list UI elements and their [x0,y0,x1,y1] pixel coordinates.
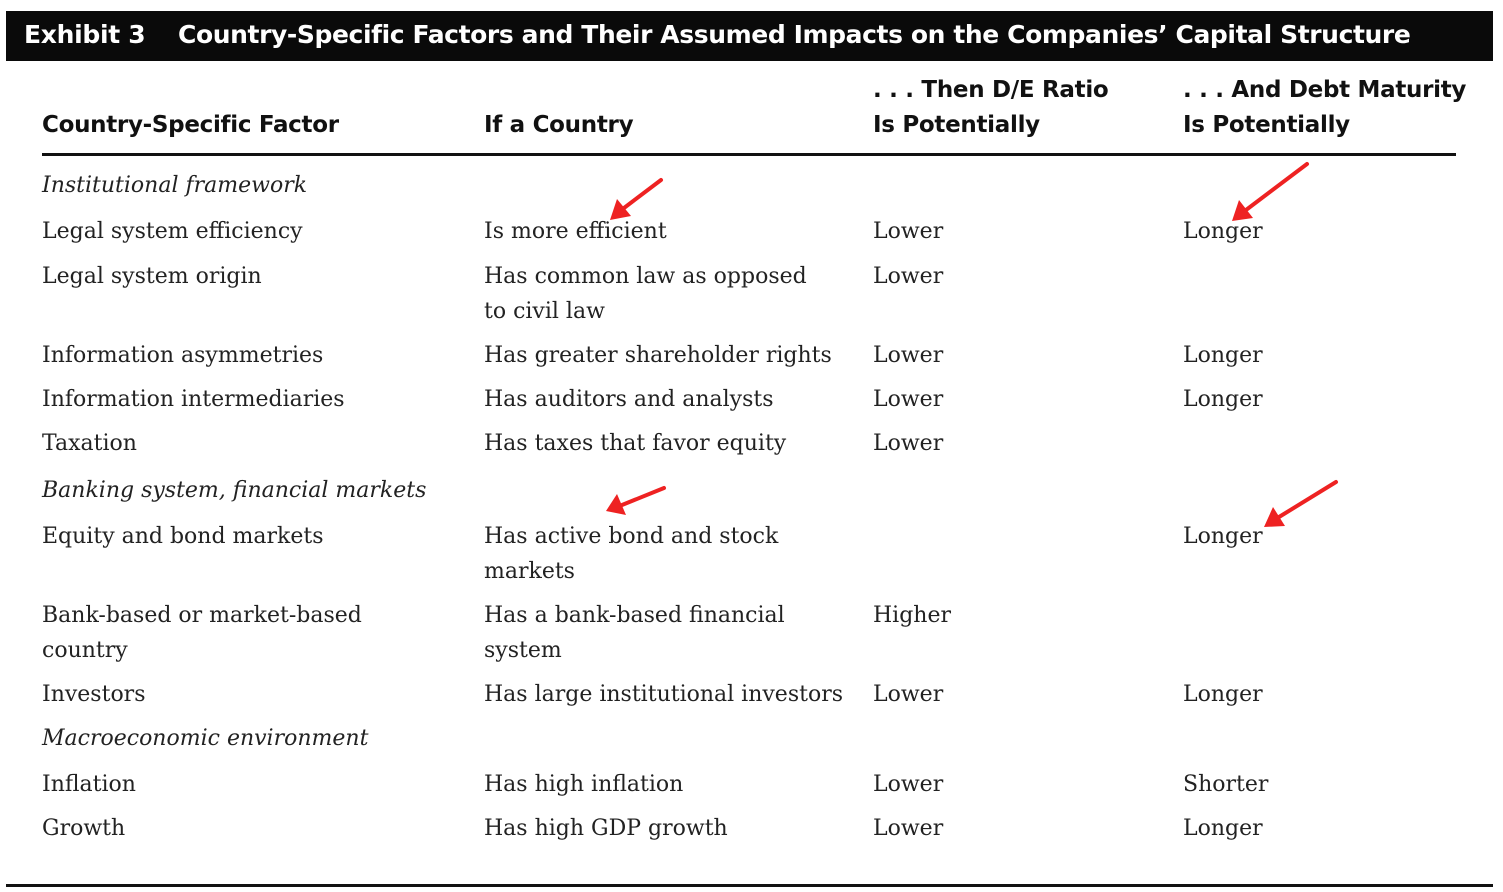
table-cell-de-ratio: Higher [873,603,952,628]
table-cell-de-ratio: Lower [873,682,944,707]
table-cell-de-ratio: Lower [873,387,944,412]
table-cell-factor: Equity and bond markets [42,524,324,549]
table-cell-if-country-line1: Has common law as opposed [484,264,807,289]
exhibit-header-bar: Exhibit 3 Country-Specific Factors and T… [6,11,1493,61]
column-header-factor: Country-Specific Factor [42,112,339,138]
table-cell-de-ratio: Lower [873,219,944,244]
table-cell-maturity: Longer [1183,343,1263,368]
table-cell-if-country-line2: system [484,638,562,663]
exhibit-title: Country-Specific Factors and Their Assum… [178,20,1411,49]
table-cell-de-ratio: Lower [873,772,944,797]
section-heading-institutional: Institutional framework [42,173,308,198]
table-cell-if-country-line2: to civil law [484,299,605,324]
table-cell-factor: Information intermediaries [42,387,345,412]
table-cell-if-country: Has greater shareholder rights [484,343,832,368]
column-header-maturity: . . . And Debt Maturity Is Potentially [1183,73,1466,143]
table-cell-maturity: Longer [1183,524,1263,549]
table-cell-factor: Information asymmetries [42,343,324,368]
table-cell-if-country: Has high inflation [484,772,684,797]
table-cell-factor: Inflation [42,772,136,797]
table-cell-if-country-line2: markets [484,559,575,584]
table-cell-factor: Bank-based or market-based country [42,598,462,668]
table-cell-if-country: Has large institutional investors [484,682,844,707]
table-cell-factor: Taxation [42,431,137,456]
table-cell-factor: Legal system origin [42,264,262,289]
table-cell-factor: Legal system efficiency [42,219,303,244]
table-cell-if-country: Has common law as opposed to civil law [484,259,859,329]
annotation-arrow-icon [606,486,666,515]
table-cell-if-country-line1: Has a bank-based financial [484,603,785,628]
table-cell-maturity: Shorter [1183,772,1269,797]
section-heading-banking: Banking system, financial markets [42,478,427,503]
table-cell-if-country: Has auditors and analysts [484,387,774,412]
column-header-maturity-line2: Is Potentially [1183,112,1350,138]
exhibit-label: Exhibit 3 [24,20,146,49]
section-heading-macro: Macroeconomic environment [42,726,369,751]
table-cell-factor: Investors [42,682,146,707]
column-header-de-ratio: . . . Then D/E Ratio Is Potentially [873,73,1109,143]
column-header-maturity-line1: . . . And Debt Maturity [1183,77,1467,103]
table-cell-if-country: Has a bank-based financial system [484,598,859,668]
table-cell-if-country-line1: Has active bond and stock [484,524,779,549]
table-cell-if-country: Has high GDP growth [484,816,728,841]
table-cell-factor-line2: country [42,638,128,663]
table-cell-factor: Growth [42,816,126,841]
column-header-if-country: If a Country [484,112,634,138]
column-header-de-ratio-line1: . . . Then D/E Ratio [873,77,1109,103]
table-cell-maturity: Longer [1183,816,1263,841]
table-cell-if-country: Has taxes that favor equity [484,431,787,456]
table-cell-if-country: Has active bond and stock markets [484,519,859,589]
table-cell-de-ratio: Lower [873,816,944,841]
table-cell-maturity: Longer [1183,682,1263,707]
table-cell-de-ratio: Lower [873,431,944,456]
header-rule [42,153,1456,156]
footer-rule [6,884,1493,887]
table-cell-de-ratio: Lower [873,343,944,368]
table-cell-factor-line1: Bank-based or market-based [42,603,362,628]
table-cell-maturity: Longer [1183,219,1263,244]
annotation-arrow-icon [1232,162,1309,221]
column-header-de-ratio-line2: Is Potentially [873,112,1040,138]
table-cell-maturity: Longer [1183,387,1263,412]
table-cell-if-country: Is more efficient [484,219,667,244]
table-cell-de-ratio: Lower [873,264,944,289]
